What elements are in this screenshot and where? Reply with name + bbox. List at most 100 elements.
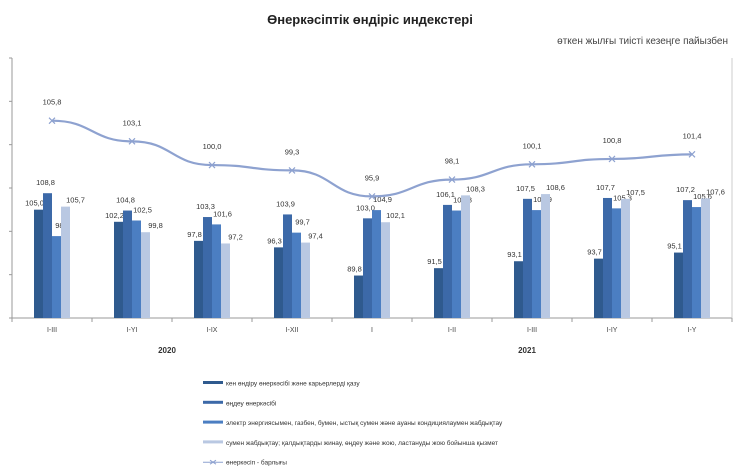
- bar: [292, 232, 301, 318]
- bar-data-label: 108,6: [546, 183, 565, 192]
- bar: [301, 242, 310, 318]
- year-label-2020: 2020: [158, 346, 176, 355]
- bar: [701, 198, 710, 318]
- bar-data-label: 106,1: [436, 190, 455, 199]
- bar-data-label: 103,9: [276, 199, 295, 208]
- legend-swatch: [203, 381, 223, 384]
- bar-data-label: 105,6: [693, 192, 712, 201]
- line-marker: [688, 150, 696, 158]
- bar: [141, 232, 150, 318]
- bar: [434, 268, 443, 318]
- bar-data-label: 105,3: [613, 193, 632, 202]
- line-data-label: 98,1: [445, 157, 460, 166]
- line-marker: [288, 166, 296, 174]
- bar-data-label: 102,1: [386, 211, 405, 220]
- line-marker: [128, 137, 136, 145]
- bar: [452, 210, 461, 318]
- bar-data-label: 107,2: [676, 185, 695, 194]
- bar: [532, 210, 541, 318]
- bar-data-label: 91,5: [427, 257, 442, 266]
- bar-data-label: 102,2: [105, 211, 124, 220]
- bar: [612, 208, 621, 318]
- bar: [363, 218, 372, 318]
- bar-data-label: 104,8: [116, 196, 135, 205]
- chart-title: Өнеркәсіптік өндіріс индекстері: [267, 12, 473, 27]
- bar: [283, 214, 292, 318]
- line-marker: [208, 161, 216, 169]
- line-data-label: 105,8: [43, 98, 62, 107]
- bar-data-label: 89,8: [347, 265, 362, 274]
- line-data-label: 100,8: [603, 136, 622, 145]
- line-data-label: 95,9: [365, 173, 380, 182]
- bar: [461, 195, 470, 318]
- line-data-label: 103,1: [123, 118, 142, 127]
- x-tick-label: I-XII: [286, 327, 299, 334]
- bar: [621, 198, 630, 318]
- bar-data-label: 105,7: [66, 196, 85, 205]
- year-label-2021: 2021: [518, 346, 536, 355]
- x-tick-label: I: [371, 327, 373, 334]
- line-data-label: 100,1: [523, 141, 542, 150]
- line-marker: [368, 192, 376, 200]
- bar-data-label: 107,7: [596, 183, 615, 192]
- bar: [132, 220, 141, 318]
- bar: [594, 258, 603, 318]
- bar-data-label: 97,8: [187, 230, 202, 239]
- bar-data-label: 108,3: [466, 184, 485, 193]
- bar: [123, 210, 132, 318]
- bar-data-label: 101,6: [213, 209, 232, 218]
- bar-data-label: 102,5: [133, 206, 152, 215]
- line-series: [51, 119, 693, 198]
- bar: [514, 261, 523, 318]
- legend-label: өңдеу өнеркәсібі: [226, 399, 276, 407]
- line-data-label: 101,4: [683, 131, 702, 140]
- bar: [221, 243, 230, 318]
- line-marker: [608, 155, 616, 163]
- x-tick-label: I-IX: [207, 327, 218, 334]
- bar: [194, 240, 203, 318]
- bar-data-label: 105,0: [25, 199, 44, 208]
- bar: [692, 207, 701, 318]
- bar-data-label: 99,8: [148, 221, 163, 230]
- bar-data-label: 103,0: [356, 203, 375, 212]
- bar: [34, 209, 43, 318]
- bar: [203, 217, 212, 318]
- bar-data-label: 97,4: [308, 232, 323, 241]
- legend-label: электр энергиясымен, газбен, бумен, ысты…: [226, 419, 503, 427]
- bar: [523, 198, 532, 318]
- line-marker: [448, 176, 456, 184]
- bar-data-label: 107,5: [626, 188, 645, 197]
- bar: [541, 194, 550, 318]
- line-data-label: 99,3: [285, 147, 300, 156]
- bar-data-label: 107,5: [516, 184, 535, 193]
- x-tick-label: I-III: [47, 327, 57, 334]
- bar: [381, 222, 390, 318]
- bar: [61, 206, 70, 318]
- bar-data-label: 99,7: [295, 218, 310, 227]
- bar: [443, 204, 452, 318]
- bar: [212, 224, 221, 318]
- bar-data-label: 108,8: [36, 178, 55, 187]
- bar-data-label: 93,7: [587, 248, 602, 257]
- x-tick-label: I-IY: [607, 327, 618, 334]
- legend-swatch: [203, 440, 223, 444]
- line-data-label: 100,0: [203, 142, 222, 151]
- bar-data-label: 103,3: [196, 202, 215, 211]
- bar: [354, 275, 363, 318]
- bar-data-label: 93,1: [507, 250, 522, 259]
- bar-data-label: 96,3: [267, 236, 282, 245]
- bar: [683, 200, 692, 318]
- x-tick-label: I-III: [527, 327, 537, 334]
- bar-data-label: 107,6: [706, 187, 725, 196]
- legend-marker: [209, 459, 217, 465]
- bar: [674, 252, 683, 318]
- bar: [372, 210, 381, 318]
- bar: [52, 236, 61, 318]
- x-tick-label: I-Y: [688, 327, 697, 334]
- line-marker: [48, 117, 56, 125]
- x-tick-label: I-YI: [127, 327, 138, 334]
- legend-label: өнеркәсіп - барлығы: [226, 459, 287, 467]
- line-marker: [528, 160, 536, 168]
